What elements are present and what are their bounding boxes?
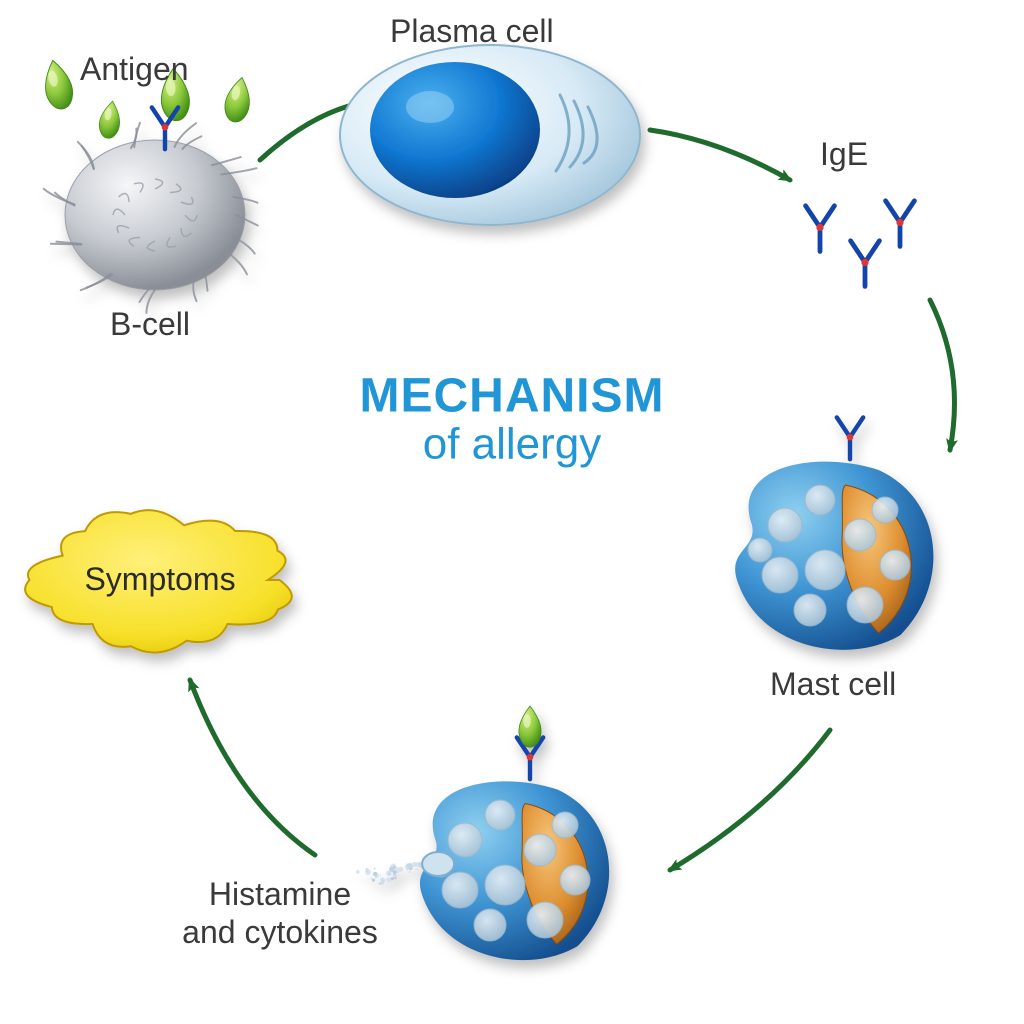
ige-illustration xyxy=(806,201,915,287)
antigen-label: Antigen xyxy=(80,50,189,88)
diagram-title: MECHANISM of allergy xyxy=(360,372,665,469)
mast-cell-illustration xyxy=(735,417,933,649)
title-line2: of allergy xyxy=(360,422,665,468)
diagram-stage: Symptoms xyxy=(0,0,1024,1024)
svg-text:Symptoms: Symptoms xyxy=(84,561,235,597)
title-line1: MECHANISM xyxy=(360,372,665,422)
symptoms-cloud: Symptoms xyxy=(25,510,292,652)
bcell-label: B-cell xyxy=(110,305,190,343)
plasma-label: Plasma cell xyxy=(390,12,554,50)
bcell-illustration xyxy=(44,107,258,313)
plasma-cell-illustration xyxy=(340,45,640,225)
arrows xyxy=(190,100,955,870)
mast-cell-active-illustration xyxy=(356,706,609,960)
ige-label: IgE xyxy=(820,135,868,173)
mast-label: Mast cell xyxy=(770,665,896,703)
histamine-label: Histamineand cytokines xyxy=(170,875,390,952)
